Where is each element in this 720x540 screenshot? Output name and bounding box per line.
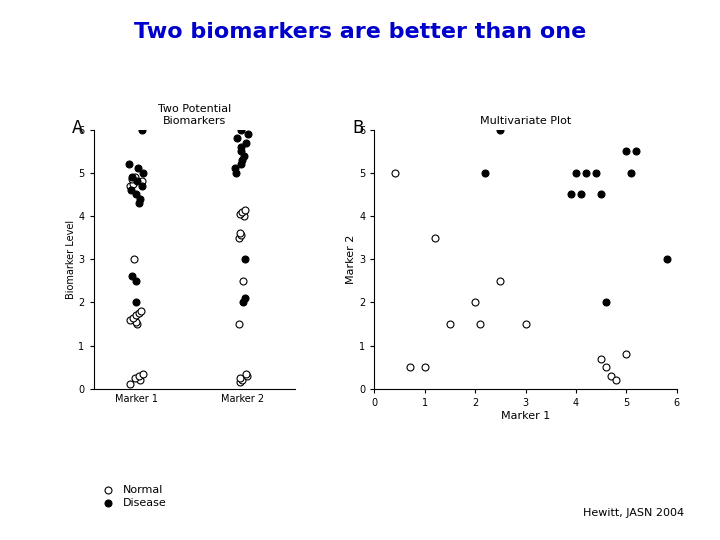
Point	[230, 168, 242, 177]
Point	[124, 380, 135, 389]
Point	[239, 294, 251, 302]
Point	[444, 320, 456, 328]
Legend: Normal, Disease: Normal, Disease	[92, 481, 171, 513]
Point	[127, 179, 139, 188]
Point	[130, 173, 141, 181]
Point	[132, 164, 143, 173]
Point	[137, 168, 148, 177]
Point	[126, 173, 138, 181]
Point	[233, 320, 245, 328]
Point	[235, 125, 247, 134]
Point	[130, 298, 142, 307]
Point	[429, 233, 441, 242]
Point	[135, 376, 146, 384]
Point	[419, 363, 431, 372]
Point	[128, 255, 140, 264]
Point	[234, 229, 246, 238]
Point	[134, 372, 145, 380]
Point	[130, 318, 142, 326]
Text: B: B	[353, 119, 364, 137]
Point	[136, 177, 148, 186]
Point	[240, 369, 252, 378]
Text: A: A	[72, 119, 84, 137]
Point	[235, 160, 247, 168]
Point	[236, 376, 248, 384]
Point	[595, 190, 607, 199]
Point	[480, 168, 491, 177]
Point	[389, 168, 400, 177]
Point	[132, 199, 144, 207]
Point	[621, 350, 632, 359]
Point	[243, 130, 254, 138]
Point	[130, 374, 141, 382]
Point	[238, 276, 249, 285]
Point	[600, 298, 612, 307]
Point	[235, 207, 247, 216]
Point	[136, 181, 148, 190]
Y-axis label: Biomarker Level: Biomarker Level	[66, 220, 76, 299]
Point	[474, 320, 486, 328]
Point	[229, 164, 240, 173]
Point	[232, 134, 243, 143]
Point	[235, 147, 247, 156]
Point	[124, 181, 135, 190]
Point	[138, 369, 149, 378]
Point	[123, 160, 135, 168]
Point	[495, 125, 506, 134]
Text: Hewitt, JASN 2004: Hewitt, JASN 2004	[583, 508, 684, 518]
Point	[611, 376, 622, 384]
Point	[626, 168, 637, 177]
Point	[130, 311, 142, 320]
Point	[495, 276, 506, 285]
Point	[133, 309, 145, 318]
Point	[235, 374, 246, 382]
Point	[130, 190, 142, 199]
Point	[127, 313, 138, 322]
Point	[570, 168, 582, 177]
Point	[237, 298, 248, 307]
Point	[239, 212, 251, 220]
Title: Multivariate Plot: Multivariate Plot	[480, 116, 571, 126]
Title: Two Potential
Biomarkers: Two Potential Biomarkers	[158, 104, 231, 126]
Point	[233, 233, 245, 242]
Point	[241, 372, 253, 380]
Point	[137, 125, 148, 134]
Point	[590, 168, 602, 177]
Point	[404, 363, 415, 372]
Point	[126, 272, 138, 281]
Point	[135, 307, 146, 315]
Point	[661, 255, 672, 264]
Text: Two biomarkers are better than one: Two biomarkers are better than one	[134, 22, 586, 42]
Point	[575, 190, 587, 199]
Point	[520, 320, 531, 328]
Point	[469, 298, 481, 307]
Point	[565, 190, 577, 199]
Point	[131, 320, 143, 328]
Point	[134, 194, 145, 203]
Point	[240, 255, 251, 264]
Point	[237, 156, 248, 164]
Point	[235, 231, 247, 240]
Point	[606, 372, 617, 380]
X-axis label: Marker 1: Marker 1	[501, 410, 550, 421]
Point	[131, 177, 143, 186]
Point	[631, 147, 642, 156]
Point	[240, 138, 251, 147]
Point	[124, 315, 135, 324]
Point	[595, 354, 607, 363]
Point	[240, 205, 251, 214]
Point	[125, 186, 136, 194]
Point	[238, 151, 250, 160]
Point	[130, 276, 141, 285]
Point	[621, 147, 632, 156]
Y-axis label: Marker 2: Marker 2	[346, 234, 356, 284]
Point	[235, 210, 246, 218]
Point	[235, 378, 246, 387]
Point	[600, 363, 612, 372]
Point	[235, 143, 247, 151]
Point	[580, 168, 592, 177]
Point	[126, 175, 138, 184]
